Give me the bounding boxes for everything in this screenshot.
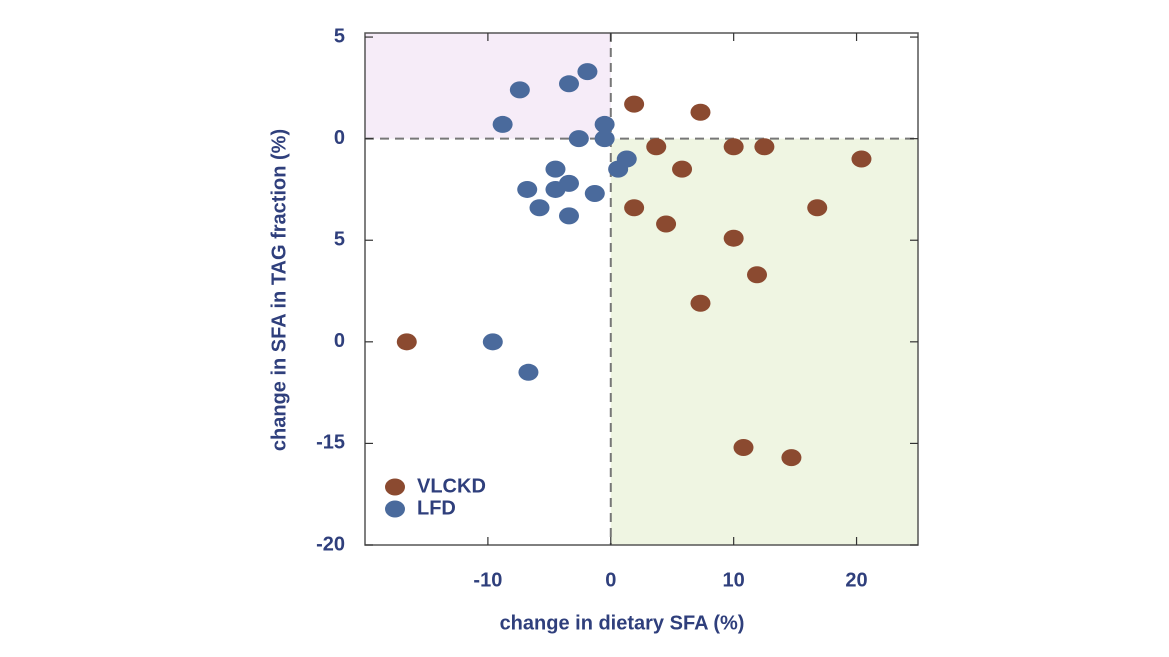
legend-label: LFD	[417, 497, 456, 519]
point	[568, 130, 589, 148]
point	[624, 199, 645, 217]
point	[851, 150, 872, 168]
point	[594, 130, 615, 148]
point	[646, 138, 667, 156]
y-tick-label: -15	[316, 432, 345, 454]
point	[482, 333, 503, 351]
y-axis-label: change in SFA in TAG fraction (%)	[268, 129, 290, 451]
legend-marker	[385, 478, 405, 496]
point	[733, 438, 754, 456]
point	[747, 266, 768, 284]
point	[558, 207, 579, 225]
point	[396, 333, 417, 351]
point	[781, 449, 802, 467]
x-tick-label: 0	[605, 569, 616, 591]
point	[616, 150, 637, 168]
legend-marker	[385, 500, 405, 518]
point	[672, 160, 693, 178]
y-tick-label: 0	[334, 127, 345, 149]
x-tick-label: 20	[845, 569, 867, 591]
point	[558, 75, 579, 93]
y-tick-label: 5	[334, 229, 345, 251]
x-tick-label: 10	[723, 569, 745, 591]
point	[518, 363, 539, 381]
y-tick-label: -20	[316, 533, 345, 555]
x-tick-label: -10	[473, 569, 502, 591]
plot-frame	[364, 32, 919, 546]
point	[594, 115, 615, 133]
x-axis-label: change in dietary SFA (%)	[500, 612, 745, 634]
point	[690, 103, 711, 121]
point	[577, 63, 598, 81]
lower-right-shade	[610, 138, 918, 545]
point	[656, 215, 677, 233]
point	[509, 81, 530, 99]
y-tick-label: 0	[334, 330, 345, 352]
legend-label: VLCKD	[417, 475, 486, 497]
point	[545, 160, 566, 178]
point	[723, 138, 744, 156]
point	[754, 138, 775, 156]
point	[492, 115, 513, 133]
point	[558, 174, 579, 192]
point	[624, 95, 645, 113]
y-tick-label: 5	[334, 25, 345, 47]
point	[690, 294, 711, 312]
point	[529, 199, 550, 217]
point	[807, 199, 828, 217]
point	[517, 180, 538, 198]
point	[723, 229, 744, 247]
point	[584, 185, 605, 203]
